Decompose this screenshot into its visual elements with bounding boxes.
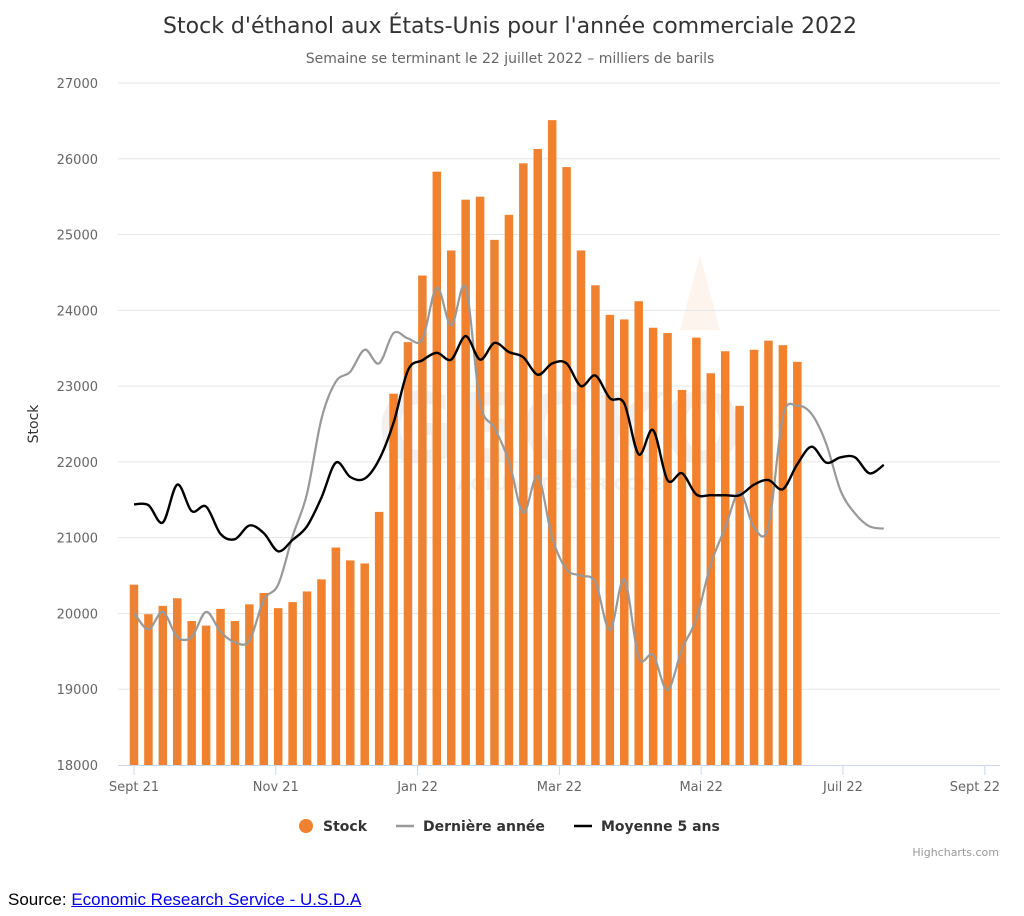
series-line-derniere-annee [133, 284, 884, 692]
source-link[interactable]: Economic Research Service - U.S.D.A [71, 890, 362, 909]
credits-link[interactable]: Highcharts.com [912, 846, 999, 859]
source-line: Source: Economic Research Service - U.S.… [8, 890, 361, 910]
legend-item-moyenne-5-ans[interactable]: Moyenne 5 ans [574, 819, 720, 835]
stock-bar[interactable] [475, 196, 485, 765]
y-tick-label: 19000 [57, 683, 98, 698]
y-tick-label: 20000 [57, 607, 98, 622]
stock-bar[interactable] [461, 199, 470, 766]
x-tick-label: Nov 21 [253, 780, 299, 795]
legend-item-stock[interactable]: Stock [299, 819, 368, 835]
stock-bar[interactable] [504, 214, 514, 765]
stock-bar[interactable] [418, 275, 427, 765]
legend-label-derniere-annee: Dernière année [423, 819, 545, 835]
legend-swatch-stock [299, 819, 313, 833]
stock-bar[interactable] [519, 163, 528, 765]
stock-bar[interactable] [605, 314, 615, 765]
svg-text:GECKO: GECKO [377, 373, 744, 485]
stock-bar[interactable] [562, 167, 571, 765]
stock-bar[interactable] [403, 342, 413, 765]
stock-bar[interactable] [201, 625, 211, 765]
stock-bar[interactable] [764, 340, 773, 765]
stock-bar[interactable] [576, 250, 586, 766]
stock-bar[interactable] [374, 511, 384, 765]
chart-subtitle: Semaine se terminant le 22 juillet 2022 … [306, 51, 715, 67]
stock-bar[interactable] [245, 604, 254, 765]
x-tick-label: Sept 22 [950, 780, 1000, 795]
legend-item-derniere-annee[interactable]: Dernière année [396, 819, 545, 835]
stock-bar[interactable] [692, 337, 701, 765]
stock-bar[interactable] [533, 148, 543, 766]
stock-bar[interactable] [389, 393, 398, 765]
stock-bar[interactable] [360, 563, 369, 765]
ethanol-stock-chart: Stock d'éthanol aux États-Unis pour l'an… [26, 13, 1000, 859]
y-tick-label: 18000 [57, 759, 98, 774]
stock-bar[interactable] [749, 349, 759, 765]
stock-bar[interactable] [173, 598, 182, 765]
x-tick-label: Jan 22 [396, 780, 438, 795]
series-line-moyenne-5-ans [133, 334, 885, 553]
y-tick-label: 21000 [57, 532, 98, 547]
stock-bar[interactable] [288, 602, 297, 765]
source-prefix: Source: [8, 890, 72, 909]
y-axis-title: Stock [26, 404, 42, 444]
legend-label-moyenne-5-ans: Moyenne 5 ans [601, 819, 720, 835]
svg-text:ACTUALITÉ AGRICOLE: ACTUALITÉ AGRICOLE [457, 473, 663, 495]
stock-bar[interactable] [735, 405, 744, 765]
stock-bar[interactable] [634, 301, 643, 765]
stock-bar[interactable] [446, 250, 456, 766]
x-tick-label: Mar 22 [537, 780, 582, 795]
y-tick-label: 23000 [57, 380, 98, 395]
stock-bar[interactable] [663, 333, 672, 765]
stock-bar[interactable] [720, 351, 730, 765]
stock-bar[interactable] [158, 605, 168, 765]
stock-bar[interactable] [259, 592, 269, 765]
x-tick-label: Juil 22 [822, 780, 863, 795]
stock-bar[interactable] [793, 361, 802, 765]
stock-bars [129, 120, 802, 766]
stock-bar[interactable] [144, 614, 153, 765]
stock-bar[interactable] [620, 319, 629, 765]
stock-bar[interactable] [216, 608, 225, 765]
y-axis-labels: 18000 19000 20000 21000 22000 23000 24000 25000… [57, 77, 98, 774]
y-tick-label: 27000 [57, 77, 98, 92]
stock-bar[interactable] [273, 608, 283, 765]
stock-bar[interactable] [129, 584, 139, 765]
legend: Stock Dernière année Moyenne 5 ans [299, 819, 720, 835]
y-tick-label: 22000 [57, 456, 98, 471]
chart-title: Stock d'éthanol aux États-Unis pour l'an… [163, 13, 857, 39]
y-tick-label: 25000 [57, 229, 98, 244]
legend-label-stock: Stock [323, 819, 368, 835]
y-tick-label: 24000 [57, 304, 98, 319]
x-tick-label: Sept 21 [109, 780, 159, 795]
stock-bar[interactable] [677, 389, 687, 765]
stock-bar[interactable] [302, 591, 312, 765]
stock-bar[interactable] [490, 239, 499, 766]
stock-bar[interactable] [648, 327, 658, 765]
stock-bar[interactable] [778, 345, 788, 765]
stock-bar[interactable] [187, 621, 196, 765]
stock-bar[interactable] [547, 120, 557, 766]
stock-bar[interactable] [591, 285, 600, 765]
x-tick-label: Mai 22 [679, 780, 722, 795]
stock-bar[interactable] [317, 579, 326, 765]
stock-bar[interactable] [346, 560, 355, 765]
stock-bar[interactable] [706, 373, 716, 765]
y-tick-label: 26000 [57, 153, 98, 168]
stock-bar[interactable] [432, 171, 442, 765]
stock-bar[interactable] [230, 621, 240, 765]
stock-bar[interactable] [331, 547, 341, 765]
x-axis-labels: Sept 21 Nov 21 Jan 22 Mar 22 Mai 22 Juil 22 Se… [109, 765, 1000, 795]
